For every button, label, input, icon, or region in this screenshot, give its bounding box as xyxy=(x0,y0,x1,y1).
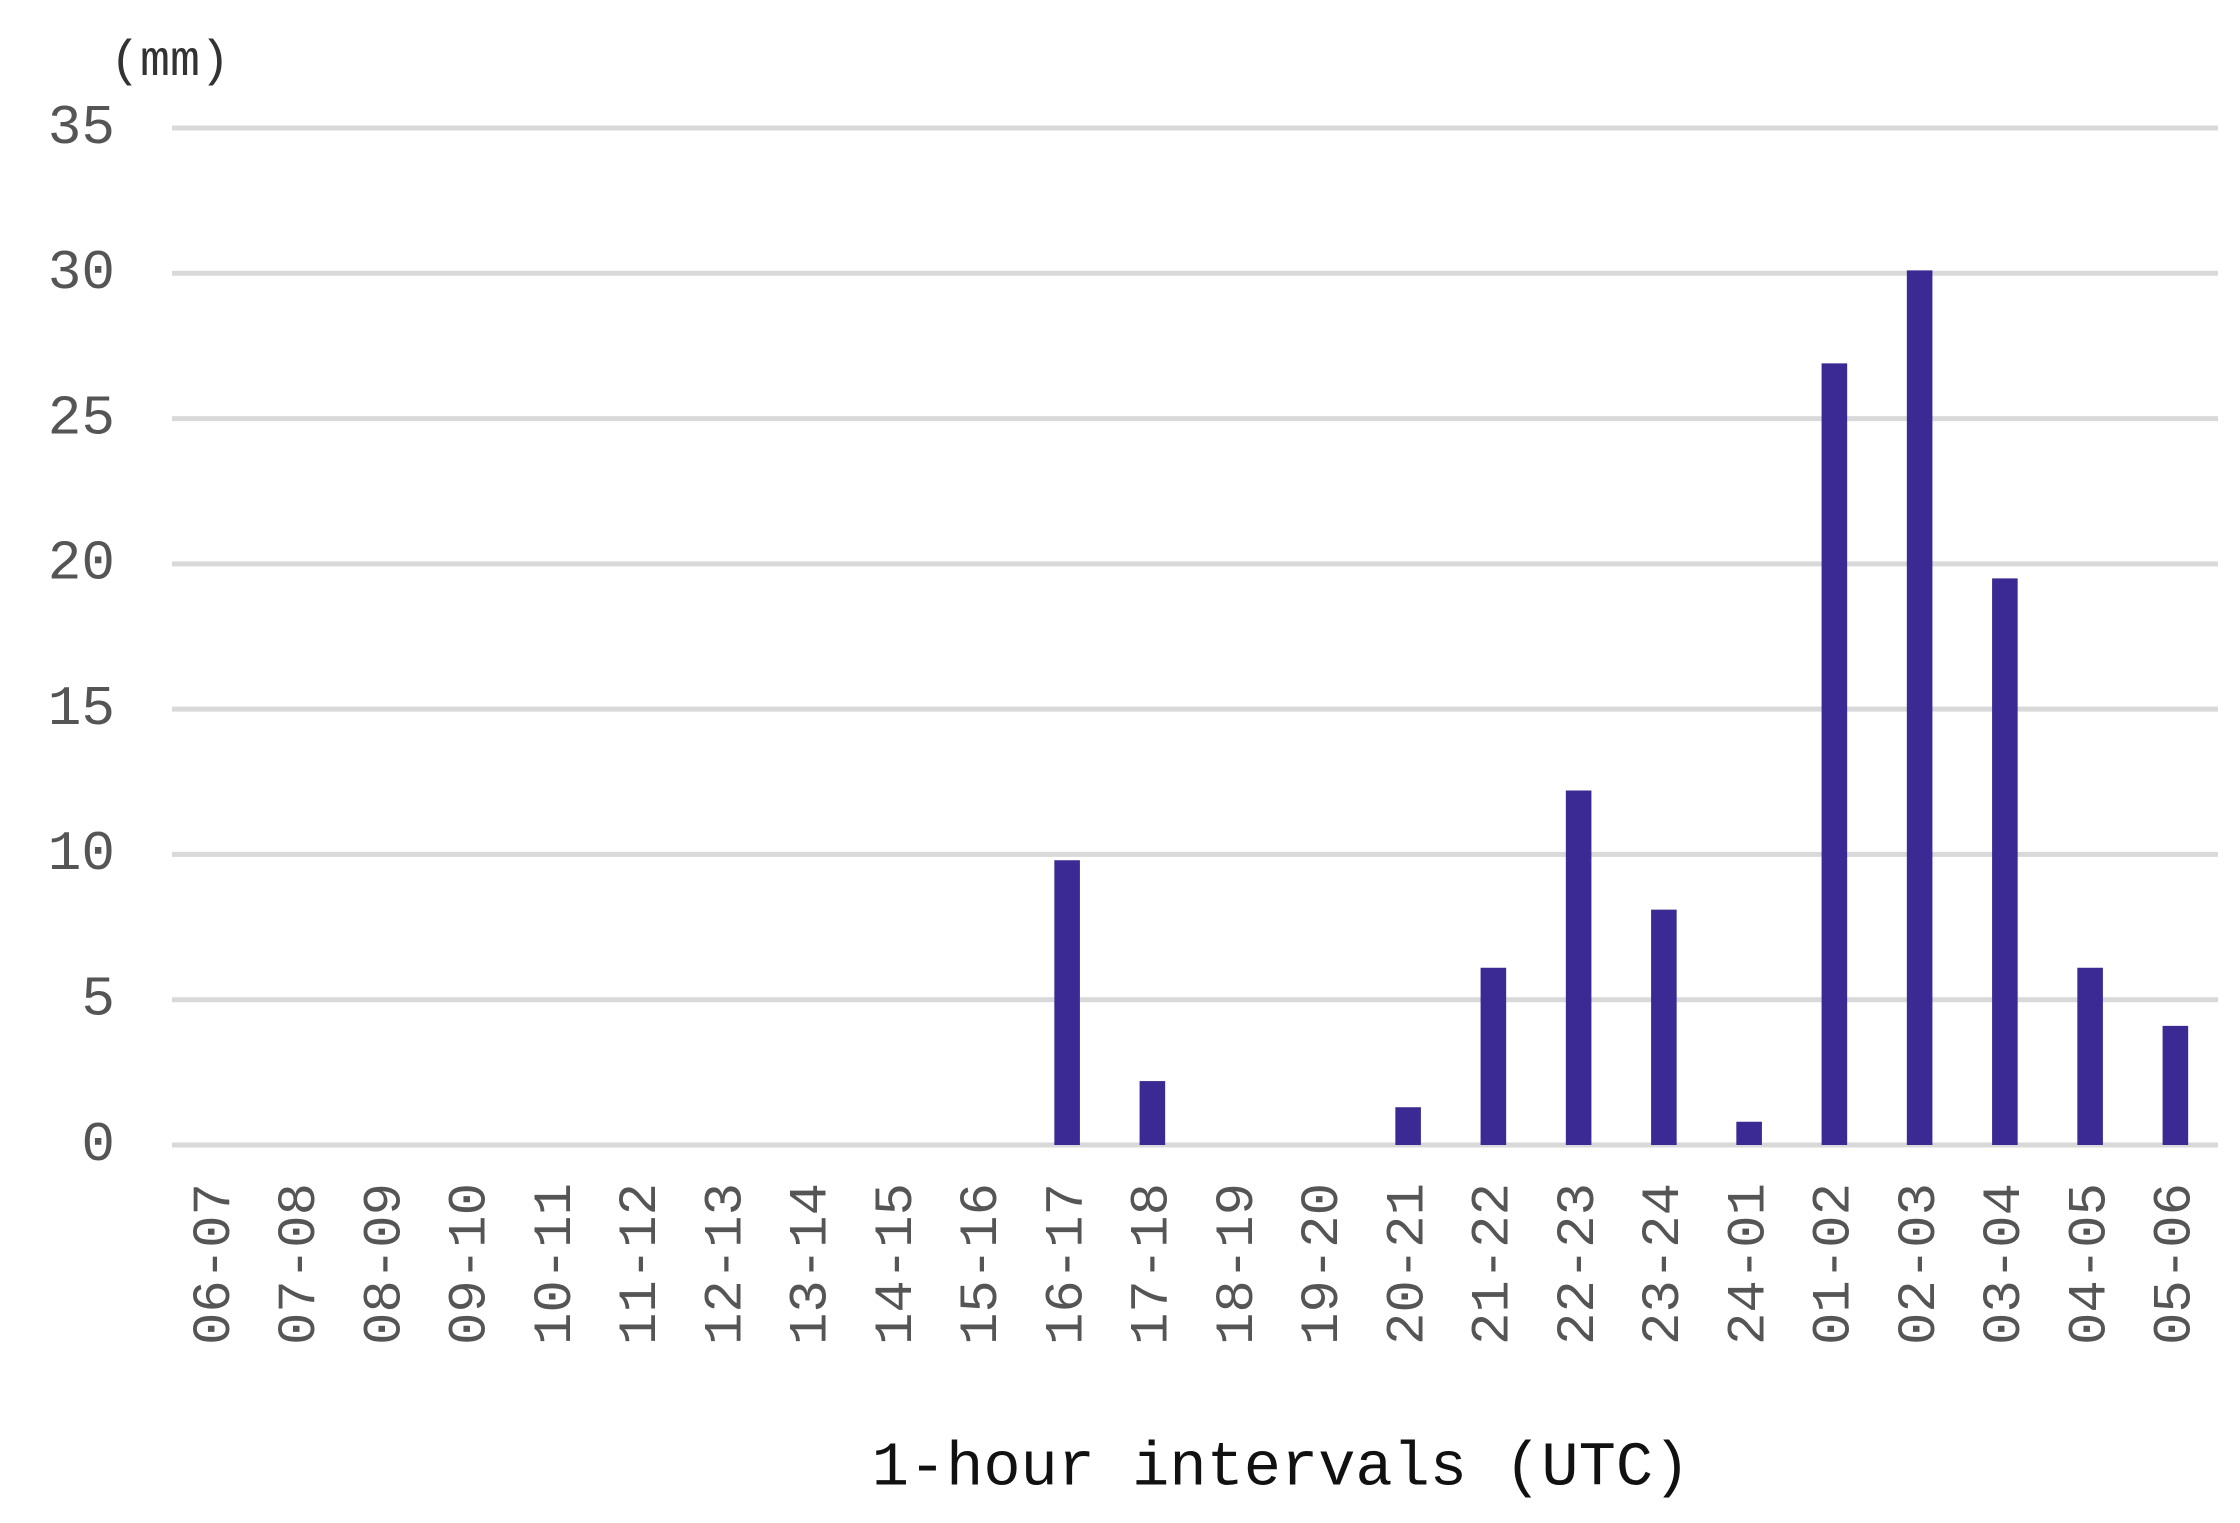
bar xyxy=(2077,967,2103,1145)
y-tick-label: 10 xyxy=(48,822,115,886)
x-tick-label: 19-20 xyxy=(1293,1183,1354,1345)
x-tick-label: 18-19 xyxy=(1208,1183,1269,1345)
bar xyxy=(1736,1121,1762,1145)
x-tick-label: 10-11 xyxy=(526,1183,587,1345)
bar xyxy=(1480,967,1507,1145)
bar xyxy=(1054,860,1080,1145)
y-unit-label: (mm) xyxy=(110,34,230,91)
x-tick-label: 08-09 xyxy=(355,1183,416,1345)
x-tick-label: 04-05 xyxy=(2060,1183,2121,1345)
x-tick-label: 16-17 xyxy=(1037,1183,1098,1345)
y-tick-label: 35 xyxy=(48,96,115,160)
x-tick-label: 09-10 xyxy=(441,1183,502,1345)
x-tick-label: 12-13 xyxy=(696,1183,757,1345)
x-tick-label: 05-06 xyxy=(2146,1183,2207,1345)
bar xyxy=(1906,270,1933,1145)
x-tick-label: 21-22 xyxy=(1464,1183,1525,1345)
x-tick-label: 13-14 xyxy=(782,1183,843,1345)
y-tick-label: 30 xyxy=(48,241,115,305)
bar xyxy=(1395,1107,1421,1145)
bar xyxy=(1565,790,1592,1145)
x-tick-label: 07-08 xyxy=(270,1183,331,1345)
y-tick-label: 15 xyxy=(48,677,115,741)
x-tick-label: 14-15 xyxy=(867,1183,928,1345)
x-tick-label: 02-03 xyxy=(1890,1183,1951,1345)
x-tick-label: 23-24 xyxy=(1634,1183,1695,1345)
y-tick-label: 20 xyxy=(48,532,115,596)
x-axis-title: 1-hour intervals (UTC) xyxy=(872,1432,1691,1503)
y-tick-label: 0 xyxy=(81,1113,115,1177)
x-tick-label: 03-04 xyxy=(1975,1183,2036,1345)
x-tick-label: 17-18 xyxy=(1123,1183,1184,1345)
x-tick-label: 24-01 xyxy=(1719,1183,1780,1345)
x-tick-label: 06-07 xyxy=(185,1183,246,1345)
bar xyxy=(1821,363,1848,1145)
x-tick-label: 22-23 xyxy=(1549,1183,1610,1345)
bar xyxy=(1992,578,2018,1145)
bar xyxy=(1139,1081,1166,1145)
bar xyxy=(2162,1025,2189,1145)
y-tick-label: 5 xyxy=(81,968,115,1032)
x-tick-label: 11-12 xyxy=(611,1183,672,1345)
x-tick-label: 15-16 xyxy=(952,1183,1013,1345)
x-tick-label: 01-02 xyxy=(1805,1183,1866,1345)
x-tick-label: 20-21 xyxy=(1378,1183,1439,1345)
y-tick-label: 25 xyxy=(48,386,115,450)
bar xyxy=(1651,909,1677,1145)
